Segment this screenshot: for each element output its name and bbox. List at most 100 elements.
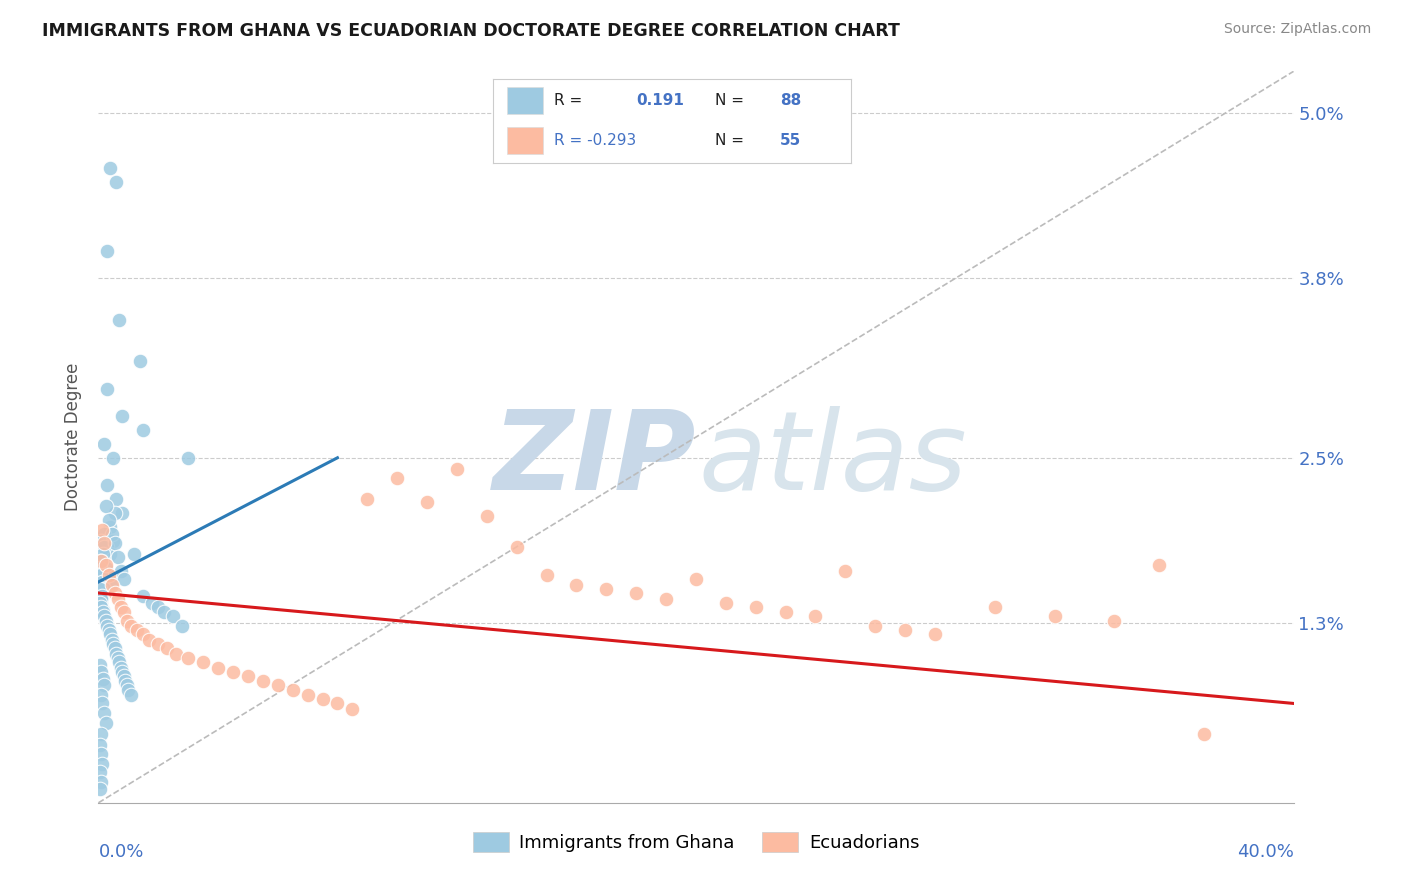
Point — [105, 647, 128, 661]
Point — [94, 499, 117, 513]
Point — [93, 437, 115, 451]
Point — [90, 591, 112, 606]
Point — [115, 614, 138, 628]
Point — [93, 609, 115, 624]
Text: Source: ZipAtlas.com: Source: ZipAtlas.com — [1223, 22, 1371, 37]
Point — [112, 605, 135, 619]
Point — [297, 688, 319, 702]
Point — [148, 599, 170, 614]
Point — [90, 775, 112, 789]
Point — [101, 632, 124, 647]
Point — [90, 747, 112, 762]
Point — [89, 582, 111, 596]
Point — [91, 574, 114, 589]
Point — [475, 508, 498, 523]
Point — [1104, 614, 1126, 628]
Point — [1043, 609, 1066, 624]
Point — [97, 568, 120, 582]
Y-axis label: Doctorate Degree: Doctorate Degree — [65, 363, 83, 511]
Point — [112, 669, 135, 683]
Point — [96, 382, 118, 396]
Point — [101, 578, 124, 592]
Point — [132, 423, 155, 437]
Point — [98, 161, 122, 175]
Point — [132, 589, 155, 603]
Point — [984, 599, 1007, 614]
Point — [267, 678, 290, 692]
Point — [222, 665, 245, 679]
Point — [91, 523, 114, 537]
Point — [90, 665, 112, 679]
Point — [141, 596, 163, 610]
Point — [595, 582, 617, 596]
Point — [172, 619, 194, 633]
Point — [110, 599, 132, 614]
Point — [165, 647, 187, 661]
Point — [89, 765, 111, 780]
Point — [90, 554, 112, 568]
Point — [98, 627, 122, 641]
Point — [96, 541, 118, 555]
Point — [112, 572, 135, 586]
Point — [97, 568, 120, 582]
Point — [104, 536, 127, 550]
Text: atlas: atlas — [699, 406, 967, 513]
Point — [111, 506, 134, 520]
Point — [115, 678, 138, 692]
Point — [91, 602, 114, 616]
Point — [356, 492, 378, 507]
Point — [326, 697, 349, 711]
Point — [385, 471, 409, 485]
Point — [191, 655, 214, 669]
Point — [536, 568, 558, 582]
Point — [94, 561, 117, 575]
Point — [89, 782, 111, 797]
Point — [94, 614, 117, 628]
Point — [90, 596, 112, 610]
Point — [91, 672, 114, 686]
Point — [90, 533, 112, 548]
Point — [96, 619, 118, 633]
Point — [103, 533, 125, 548]
Point — [110, 564, 132, 578]
Point — [104, 641, 127, 656]
Point — [96, 244, 118, 258]
Point — [90, 688, 112, 702]
Point — [89, 596, 111, 610]
Point — [177, 450, 200, 465]
Point — [101, 574, 124, 589]
Point — [103, 450, 125, 465]
Point — [111, 665, 134, 679]
Point — [91, 757, 114, 772]
Point — [90, 568, 112, 582]
Point — [90, 599, 112, 614]
Point — [93, 582, 115, 596]
Point — [108, 655, 131, 669]
Point — [834, 564, 856, 578]
Point — [148, 637, 170, 651]
Text: 40.0%: 40.0% — [1237, 843, 1294, 861]
Point — [105, 175, 128, 189]
Point — [894, 624, 917, 638]
Point — [94, 715, 117, 730]
Point — [506, 541, 529, 555]
Point — [104, 506, 127, 520]
Point — [281, 682, 304, 697]
Point — [89, 561, 111, 575]
Point — [1147, 558, 1170, 573]
Point — [107, 550, 129, 565]
Point — [90, 727, 112, 741]
Point — [105, 492, 128, 507]
Legend: Immigrants from Ghana, Ecuadorians: Immigrants from Ghana, Ecuadorians — [465, 824, 927, 860]
Point — [114, 674, 136, 689]
Point — [127, 624, 149, 638]
Point — [138, 632, 160, 647]
Point — [775, 605, 797, 619]
Point — [93, 541, 115, 555]
Point — [93, 706, 115, 720]
Point — [1192, 727, 1215, 741]
Point — [207, 660, 229, 674]
Point — [89, 657, 111, 672]
Point — [107, 591, 129, 606]
Point — [111, 409, 134, 424]
